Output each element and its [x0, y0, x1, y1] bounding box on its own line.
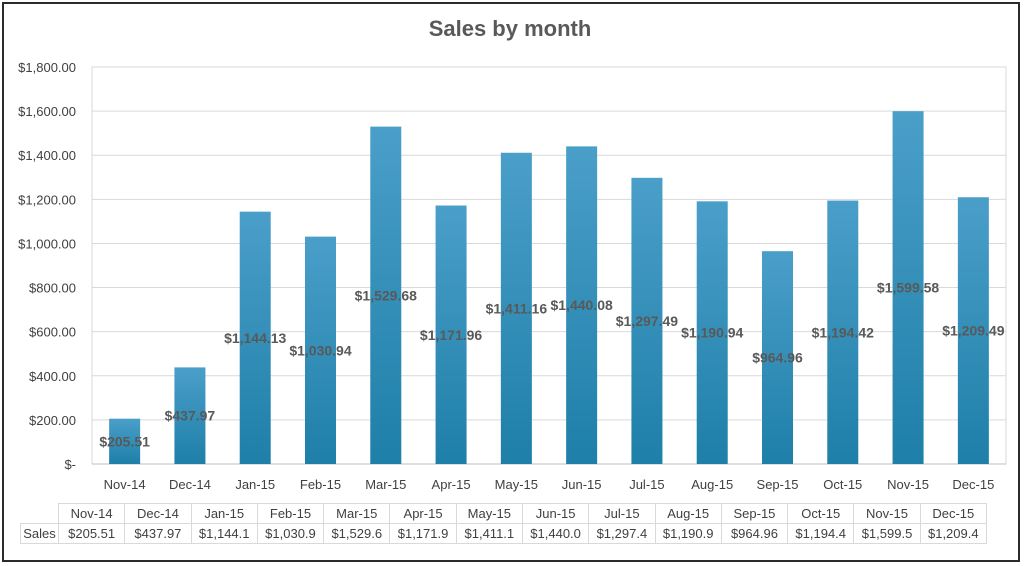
data-table-category: Jan-15 [190, 503, 258, 524]
data-table-value: $1,171.9 [389, 523, 457, 544]
data-table-values-row: Sales $205.51 $437.97 $1,144.1 $1,030.9 $1,5… [20, 523, 987, 544]
x-axis-ticks: Nov-14 Dec-14 Jan-15 Feb-15 Mar-15 Apr-15 May-… [104, 477, 995, 492]
x-tick-label: May-15 [495, 477, 538, 492]
data-label: $1,144.13 [224, 330, 286, 346]
x-tick-label: Dec-15 [952, 477, 994, 492]
data-label: $1,297.49 [616, 313, 678, 329]
data-table-value: $1,190.9 [654, 523, 722, 544]
data-label: $1,209.49 [942, 323, 1004, 339]
x-tick-label: Apr-15 [432, 477, 471, 492]
data-table-value: $1,599.5 [853, 523, 921, 544]
data-table-value: $1,144.1 [190, 523, 258, 544]
chart-plot: $- $200.00 $400.00 $600.00 $800.00 $1,000.00 $… [18, 60, 1007, 492]
bar [827, 200, 859, 464]
y-axis-ticks: $- $200.00 $400.00 $600.00 $800.00 $1,000.00 $… [18, 60, 76, 472]
x-tick-label: Jan-15 [235, 477, 275, 492]
data-table-value: $1,297.4 [588, 523, 656, 544]
y-tick-label: $200.00 [29, 413, 76, 428]
data-table-value: $437.97 [124, 523, 192, 544]
x-tick-label: Feb-15 [300, 477, 341, 492]
bar [174, 367, 206, 464]
data-table-value: $1,411.1 [455, 523, 523, 544]
data-table-value: $1,440.0 [521, 523, 590, 544]
x-tick-label: Jun-15 [562, 477, 602, 492]
chart-title: Sales by month [428, 16, 592, 41]
data-table-value: $1,529.6 [323, 523, 391, 544]
data-label: $964.96 [752, 350, 803, 366]
bar [500, 152, 532, 465]
data-table-corner [20, 503, 59, 524]
bar [109, 418, 141, 464]
y-tick-label: $- [64, 457, 76, 472]
data-table-value: $1,030.9 [256, 523, 325, 544]
x-tick-label: Dec-14 [169, 477, 211, 492]
data-table-category: Jun-15 [521, 503, 590, 524]
data-table-category: Feb-15 [256, 503, 325, 524]
data-label: $205.51 [99, 433, 150, 449]
data-table-category: Nov-15 [853, 503, 921, 524]
data-label: $1,529.68 [355, 287, 417, 303]
data-table-series-name: Sales [20, 523, 59, 544]
data-table-category: Oct-15 [787, 503, 855, 524]
data-table-header-row: Nov-14 Dec-14 Jan-15 Feb-15 Mar-15 Apr-15 May-… [20, 503, 987, 524]
data-table-category: Jul-15 [588, 503, 656, 524]
data-label: $1,030.94 [289, 342, 351, 358]
plot-area-border [91, 66, 1007, 465]
bar [305, 236, 336, 464]
data-table-category: Apr-15 [389, 503, 457, 524]
data-label: $1,171.96 [420, 327, 482, 343]
data-table-value: $964.96 [720, 523, 789, 544]
bar [696, 201, 728, 464]
x-tick-label: Mar-15 [365, 477, 406, 492]
data-label: $1,190.94 [681, 325, 743, 341]
bar [435, 205, 467, 465]
data-label: $1,599.58 [877, 280, 939, 296]
x-tick-label: Jul-15 [629, 477, 664, 492]
data-table-category: Dec-14 [124, 503, 192, 524]
data-table-category: Sep-15 [720, 503, 789, 524]
gridlines [91, 66, 1007, 465]
y-tick-label: $400.00 [29, 369, 76, 384]
data-label: $1,411.16 [486, 300, 548, 316]
y-tick-label: $600.00 [29, 325, 76, 340]
bar [762, 251, 793, 464]
y-tick-label: $1,600.00 [18, 104, 76, 119]
y-tick-label: $1,200.00 [18, 192, 76, 207]
x-tick-label: Oct-15 [823, 477, 862, 492]
y-tick-label: $1,400.00 [18, 148, 76, 163]
x-tick-label: Nov-15 [887, 477, 929, 492]
data-table: Nov-14 Dec-14 Jan-15 Feb-15 Mar-15 Apr-15 May-… [20, 503, 987, 544]
data-label: $1,194.42 [812, 324, 874, 340]
x-tick-label: Sep-15 [757, 477, 799, 492]
bar [239, 211, 271, 464]
bar [892, 111, 924, 465]
data-table-category: Aug-15 [654, 503, 722, 524]
y-tick-label: $1,800.00 [18, 60, 76, 75]
data-table-value: $1,194.4 [787, 523, 855, 544]
x-tick-label: Nov-14 [104, 477, 146, 492]
data-label: $1,440.08 [550, 297, 612, 313]
bar [631, 177, 663, 465]
bars [109, 111, 989, 465]
data-table-value: $1,209.4 [919, 523, 987, 544]
data-table-category: Mar-15 [323, 503, 391, 524]
data-table-category: Nov-14 [57, 503, 126, 524]
x-tick-label: Aug-15 [691, 477, 733, 492]
bar [957, 197, 989, 464]
bar [370, 126, 402, 464]
y-tick-label: $800.00 [29, 281, 76, 296]
data-table-category: May-15 [455, 503, 523, 524]
data-label: $437.97 [165, 408, 216, 424]
data-table-category: Dec-15 [919, 503, 987, 524]
bar [566, 146, 598, 464]
y-tick-label: $1,000.00 [18, 236, 76, 251]
data-table-value: $205.51 [57, 523, 126, 544]
data-labels: $205.51 $437.97 $1,144.13$1,030.94 $1,529.6… [99, 280, 1004, 450]
